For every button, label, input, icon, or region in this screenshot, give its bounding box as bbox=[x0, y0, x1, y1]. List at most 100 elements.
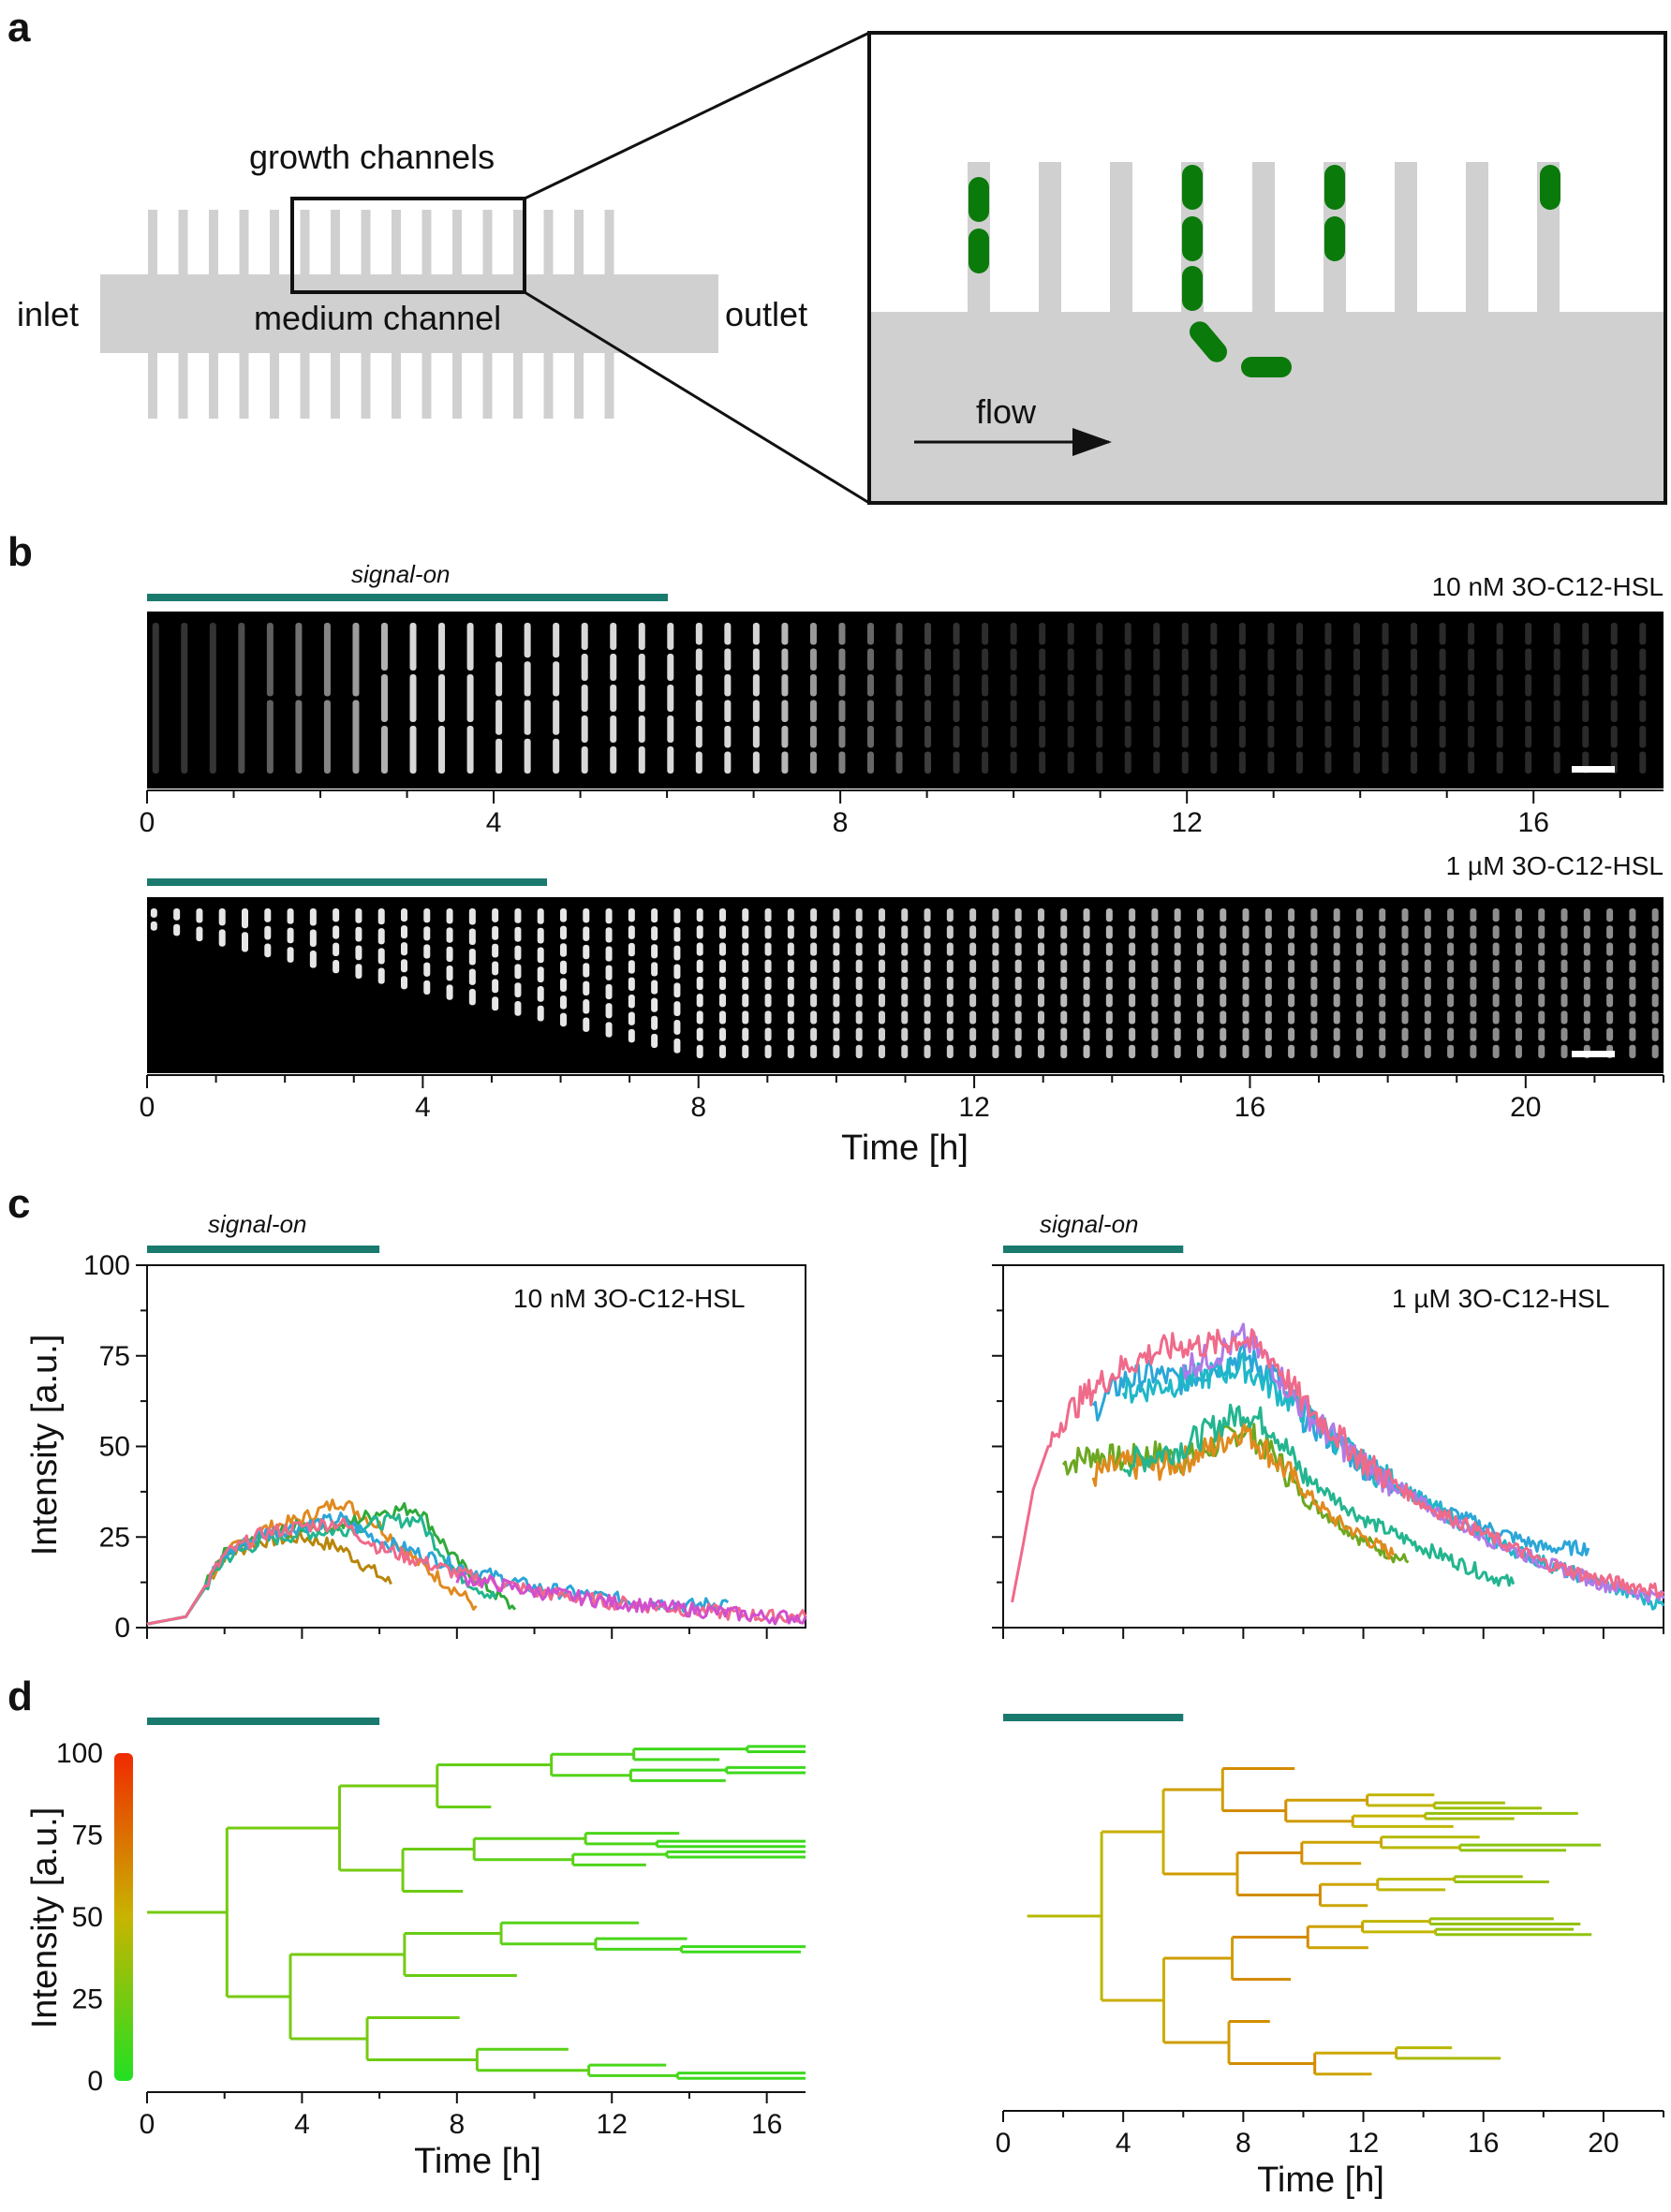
kymograph-cell bbox=[1242, 959, 1250, 973]
kymograph-cell bbox=[1153, 726, 1161, 748]
kymograph-cell bbox=[992, 994, 999, 1008]
kymograph-cell bbox=[752, 700, 760, 722]
kymograph-cell bbox=[895, 623, 903, 645]
kymograph-cell bbox=[209, 623, 216, 774]
kymograph-cell bbox=[1525, 700, 1532, 722]
growth-channel-top bbox=[482, 210, 493, 275]
kymograph-cell bbox=[866, 726, 874, 748]
kymograph-cell bbox=[1333, 908, 1340, 922]
kymograph-cell bbox=[673, 964, 681, 980]
kymograph-cell bbox=[667, 746, 674, 774]
kymograph-cell bbox=[495, 700, 503, 735]
kymograph-cell bbox=[1037, 1044, 1044, 1058]
kymograph-cell bbox=[1379, 908, 1386, 922]
y-tick-label: 0 bbox=[114, 1613, 130, 1644]
kymograph-cell bbox=[724, 648, 732, 671]
kymograph-cell bbox=[537, 908, 544, 924]
kymograph-cell bbox=[1151, 1010, 1159, 1025]
colorbar bbox=[114, 1753, 133, 2081]
kymograph-cell bbox=[1515, 959, 1522, 973]
kymograph-cell bbox=[992, 1027, 999, 1041]
tree-x-tick-label: 12 bbox=[597, 2109, 628, 2140]
kymograph-cell bbox=[1105, 1010, 1113, 1025]
kymograph-cell bbox=[1014, 1027, 1022, 1041]
kymograph-cell bbox=[559, 925, 567, 940]
kymograph-cell bbox=[492, 925, 499, 940]
kymograph-cell bbox=[1447, 976, 1455, 991]
kymograph-cell bbox=[238, 623, 245, 774]
kymograph-cell bbox=[1525, 751, 1532, 774]
kymograph-cell bbox=[400, 959, 407, 973]
tree-x-tick-label: 16 bbox=[1468, 2128, 1499, 2159]
kymograph-cell bbox=[1525, 623, 1532, 645]
kymograph-cell bbox=[924, 623, 932, 645]
kymograph-cell bbox=[1610, 674, 1618, 697]
growth-channel-top bbox=[574, 210, 584, 275]
kymograph-cell bbox=[1060, 908, 1068, 922]
panel-label-d: d bbox=[7, 1674, 33, 1719]
kymograph-cell bbox=[583, 926, 590, 941]
kymograph-cell bbox=[1447, 925, 1455, 939]
kymograph-cell bbox=[1447, 1010, 1455, 1025]
kymograph-cell bbox=[810, 959, 818, 973]
kymograph-cell bbox=[638, 623, 645, 650]
kymograph-cell bbox=[1382, 648, 1389, 671]
kymograph-cell bbox=[1353, 623, 1360, 645]
kymograph-cell bbox=[1553, 623, 1560, 645]
kymograph-cell bbox=[651, 908, 658, 923]
kymograph-cell bbox=[1067, 648, 1074, 671]
kymograph-cell bbox=[1629, 1044, 1636, 1058]
kymograph-cell bbox=[1124, 700, 1131, 722]
kymograph-cell bbox=[1629, 1010, 1636, 1025]
growth-channel-bottom bbox=[239, 353, 249, 419]
kymograph-cell bbox=[924, 674, 932, 697]
kymograph-cell bbox=[1096, 674, 1103, 697]
kymograph-cell bbox=[1560, 1044, 1568, 1058]
kymograph-cell bbox=[628, 942, 635, 957]
kymograph-cell bbox=[1105, 976, 1113, 991]
kymograph-cell bbox=[1411, 648, 1418, 671]
kymograph-cell bbox=[514, 982, 522, 998]
kymograph-cell bbox=[1129, 1044, 1136, 1058]
kymograph-cell bbox=[1238, 726, 1246, 748]
kymograph-cell bbox=[1220, 976, 1227, 991]
kymograph-cell bbox=[1267, 674, 1275, 697]
kymograph-cell bbox=[514, 1001, 522, 1016]
kymograph-cell bbox=[1037, 925, 1044, 939]
kymograph-cell bbox=[605, 965, 613, 981]
kymograph-cell bbox=[1355, 1027, 1363, 1041]
kymograph-cell bbox=[953, 674, 960, 697]
kymograph-cell bbox=[1014, 1044, 1022, 1058]
kymograph-cell bbox=[901, 994, 909, 1008]
kymograph-cell bbox=[610, 746, 617, 774]
kymograph-cell bbox=[1288, 1044, 1295, 1058]
kymograph-cell bbox=[809, 726, 817, 748]
kymograph-cell bbox=[1210, 648, 1218, 671]
kymograph-cell bbox=[866, 700, 874, 722]
kymograph-cell bbox=[969, 994, 977, 1008]
kymograph-cell bbox=[1447, 1027, 1455, 1041]
kymograph-cell bbox=[878, 925, 885, 939]
kymograph-cell bbox=[492, 943, 499, 958]
kymograph-cell bbox=[1447, 959, 1455, 973]
y-tick-label: 100 bbox=[83, 1250, 130, 1281]
kymograph-cell bbox=[1333, 994, 1340, 1008]
kymograph-cell bbox=[866, 623, 874, 645]
kymo2-condition: 1 µM 3O-C12-HSL bbox=[1446, 851, 1664, 880]
kymograph-cell bbox=[266, 700, 274, 774]
bacterial-cell bbox=[969, 177, 989, 222]
tree-x-tick-label: 20 bbox=[1588, 2128, 1619, 2159]
kymograph-cell bbox=[1129, 925, 1136, 939]
kymograph-cell bbox=[1196, 925, 1204, 939]
kymograph-cell bbox=[1468, 623, 1475, 645]
kymograph-cell bbox=[924, 1027, 931, 1041]
growth-channel-bottom bbox=[604, 353, 614, 419]
kymograph-cell bbox=[1181, 726, 1189, 748]
kymograph-cell bbox=[1083, 1027, 1090, 1041]
kymograph-cell bbox=[1651, 1010, 1659, 1025]
kymograph-cell bbox=[1651, 942, 1659, 956]
zoom-growth-channel bbox=[1395, 162, 1417, 313]
kymograph-cell bbox=[742, 908, 749, 922]
kymograph-cell bbox=[423, 980, 431, 995]
growth-channel-top bbox=[361, 210, 371, 275]
